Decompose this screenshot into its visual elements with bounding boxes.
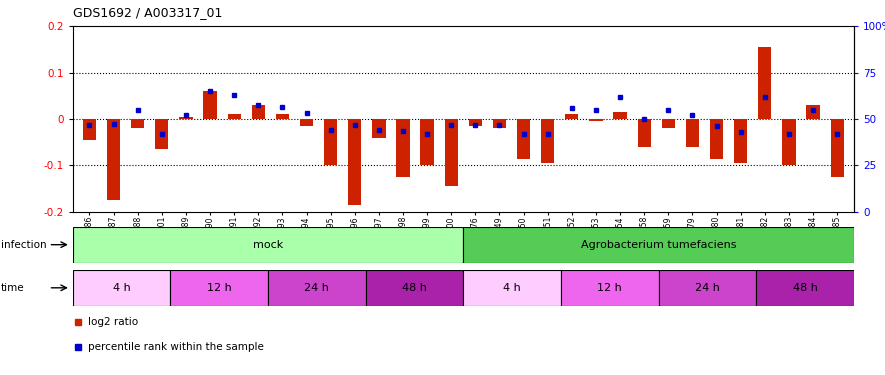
Bar [806,105,820,119]
Text: 4 h: 4 h [504,283,521,293]
Bar [566,114,579,119]
Bar [251,105,265,119]
Text: infection: infection [1,240,47,250]
Text: Agrobacterium tumefaciens: Agrobacterium tumefaciens [581,240,736,250]
Text: 48 h: 48 h [793,283,818,293]
Text: mock: mock [253,240,283,250]
Bar [541,119,554,163]
Bar [420,119,434,165]
Bar [561,270,658,306]
Bar [276,114,289,119]
Bar [227,114,241,119]
Bar [464,227,854,262]
Bar [637,119,650,147]
Bar [73,227,464,262]
Bar [469,119,482,126]
Bar [757,270,854,306]
Text: 12 h: 12 h [207,283,232,293]
Text: 24 h: 24 h [695,283,720,293]
Bar [734,119,747,163]
Bar [348,119,361,205]
Bar [710,119,723,159]
Text: 48 h: 48 h [402,283,427,293]
Bar [613,112,627,119]
Bar [464,270,561,306]
Bar [373,119,386,138]
Bar [180,117,193,119]
Bar [204,91,217,119]
Text: log2 ratio: log2 ratio [88,317,138,327]
Text: 24 h: 24 h [304,283,329,293]
Bar [396,119,410,177]
Bar [300,119,313,126]
Text: GDS1692 / A003317_01: GDS1692 / A003317_01 [73,6,222,19]
Text: 4 h: 4 h [112,283,130,293]
Bar [782,119,796,165]
Bar [686,119,699,147]
Bar [324,119,337,165]
Bar [758,47,772,119]
Bar [830,119,843,177]
Bar [366,270,464,306]
Bar [155,119,168,149]
Bar [83,119,96,140]
Bar [170,270,268,306]
Bar [107,119,120,200]
Bar [444,119,458,186]
Bar [517,119,530,159]
Bar [73,270,170,306]
Bar [662,119,675,128]
Bar [493,119,506,128]
Bar [589,119,603,122]
Text: percentile rank within the sample: percentile rank within the sample [88,342,264,352]
Bar [658,270,757,306]
Text: 12 h: 12 h [597,283,622,293]
Bar [268,270,366,306]
Bar [131,119,144,128]
Text: time: time [1,283,25,293]
